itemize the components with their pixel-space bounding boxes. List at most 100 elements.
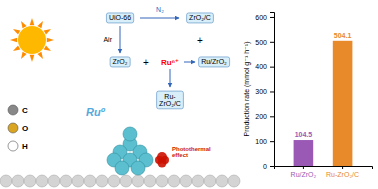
y-axis: 0 100 200 300 400 500 600 [255,13,274,170]
y-tick-label: 500 [255,39,267,46]
surface-sphere [192,175,204,187]
annotation: Ru-ZrO₂/C [159,93,181,108]
surface-sphere [96,175,108,187]
annotation: Ru/ZrO₂ [201,58,227,65]
annotation-group: N₂ [156,6,164,13]
y-tick-label: 100 [255,138,267,145]
surface-sphere [0,175,12,187]
x-tick: Ru/ZrO₂ [291,166,317,178]
chart-svg: UiO-66 N₂ ZrO₂/C Air ZrO₂ + Ruⁿ⁺ Ru/ZrO₂ + Ru-ZrO… [0,0,378,189]
scheme-arrow [120,26,121,53]
sun-ray [44,45,51,51]
surface-sphere [36,175,48,187]
annotation: N₂ [156,6,164,13]
scheme-arrow [170,69,171,87]
y-tick-mark [270,116,274,117]
sun-body [18,26,46,54]
y-tick: 500 [255,39,274,46]
sun-ray [44,29,51,35]
y-tick: 200 [255,113,274,120]
y-tick: 100 [255,138,274,145]
x-tick: Ru-ZrO₂/C [326,166,359,178]
surface [0,175,240,187]
sun-ray [13,29,20,35]
box-frame [187,13,214,23]
cluster-sphere [131,161,145,175]
annotation: Air [103,36,112,43]
annotation: O [22,124,28,133]
surface-sphere [120,175,132,187]
y-tick-mark [270,91,274,92]
surface-sphere [84,175,96,187]
surface-sphere [156,175,168,187]
surface-sphere [24,175,36,187]
cluster-sphere [115,161,129,175]
scheme-arrow [140,18,179,19]
annotation: C [22,106,28,115]
sun-ray [47,38,54,43]
key-dot [8,123,18,133]
y-tick: 600 [255,14,274,21]
surface-sphere [72,175,84,187]
annotation-group: O [8,123,28,133]
scheme-box: UiO-66 [106,13,133,23]
key-dot [8,141,18,151]
annotation: Photothermaleffect [172,146,211,159]
scheme-box: Ru-ZrO₂/C [157,91,184,109]
key-dot [8,105,18,115]
annotation: H [22,142,28,151]
surface-sphere [12,175,24,187]
annotation: UiO-66 [109,14,131,21]
annotation-group: + [143,57,149,68]
annotation-group: + [197,35,203,46]
sun [10,18,54,62]
sun-ray [30,55,35,62]
annotation: Ruⁿ⁺ [161,58,179,67]
annotation: Ru⁰ [86,106,106,118]
annotation: + [197,35,203,46]
sun-ray [37,21,43,28]
sun-ray [21,21,27,28]
y-tick-label: 300 [255,88,267,95]
y-tick-label: 0 [263,163,267,170]
x-tick-mark [342,166,343,169]
y-tick-mark [270,141,274,142]
surface-sphere [204,175,216,187]
annotation-group: Photothermaleffect [172,146,211,159]
surface-sphere [228,175,240,187]
box-frame [199,57,230,67]
annotations: UiO-66 N₂ ZrO₂/C Air ZrO₂ + Ruⁿ⁺ Ru/ZrO₂ + Ru-ZrO… [8,6,230,158]
scheme-box: ZrO₂ [110,57,130,67]
annotation-group: C [8,105,28,115]
y-tick-label: 600 [255,14,267,21]
surface-sphere [168,175,180,187]
y-tick-label: 400 [255,63,267,70]
y-tick-label: 200 [255,113,267,120]
annotation-group: H [8,141,28,151]
scheme-box: ZrO₂/C [187,13,214,23]
annotation: + [143,57,149,68]
y-tick: 300 [255,88,274,95]
annotation-group: Air [103,36,112,43]
x-axis-line [275,167,373,170]
cluster [107,127,153,175]
sun-ray [21,52,27,59]
data-label: 104.5 [295,131,313,138]
annotation: ZrO₂/C [189,14,211,21]
sun-ray [10,38,17,43]
hot-spot [155,152,169,168]
x-tick-label: Ru/ZrO₂ [291,171,317,178]
box-frame [106,13,133,23]
x-axis: Ru/ZrO₂ Ru-ZrO₂/C [275,166,373,178]
sun-ray [37,52,43,59]
surface-sphere [108,175,120,187]
y-axis-title: Production rate (mmol g⁻¹ h⁻¹) [243,42,251,137]
surface-sphere [60,175,72,187]
sun-ray [13,45,20,51]
box-frame [110,57,130,67]
surface-sphere [48,175,60,187]
surface-sphere [180,175,192,187]
x-tick-label: Ru-ZrO₂/C [326,171,359,178]
box-frame [157,91,184,109]
y-axis-line [270,13,275,167]
